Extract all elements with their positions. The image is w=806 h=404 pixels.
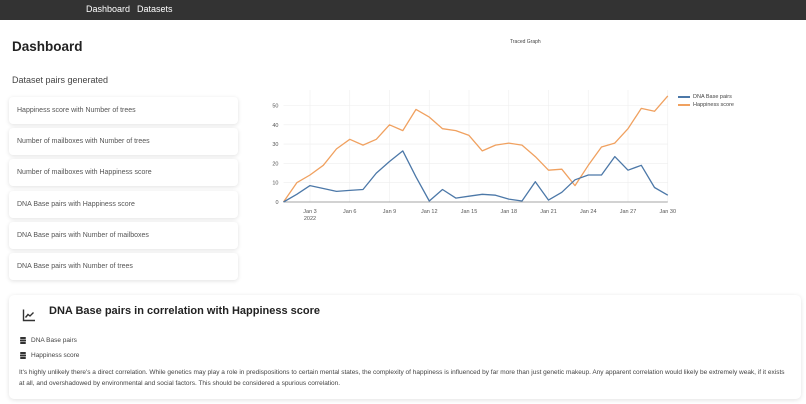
section-subtitle: Dataset pairs generated <box>12 75 109 85</box>
line-chart-icon <box>22 309 35 322</box>
svg-text:10: 10 <box>272 181 278 187</box>
correlation-detail-card: DNA Base pairs in correlation with Happi… <box>9 295 801 399</box>
svg-text:Jan 12: Jan 12 <box>421 209 438 215</box>
legend-label: DNA Base pairs <box>693 94 732 100</box>
detail-title: DNA Base pairs in correlation with Happi… <box>49 305 321 317</box>
svg-text:Jan 15: Jan 15 <box>461 209 478 215</box>
svg-text:Jan 27: Jan 27 <box>620 209 637 215</box>
top-navbar: Dashboard Datasets <box>0 0 806 20</box>
dataset-pair-list: Happiness score with Number of trees Num… <box>9 97 238 284</box>
legend-swatch-icon <box>678 96 690 98</box>
chart-title: Traced Graph <box>510 39 541 45</box>
svg-text:Jan 18: Jan 18 <box>500 209 517 215</box>
svg-text:Jan 21: Jan 21 <box>540 209 557 215</box>
svg-text:Jan 30: Jan 30 <box>659 209 676 215</box>
pair-card[interactable]: DNA Base pairs with Happiness score <box>9 190 238 218</box>
svg-text:20: 20 <box>272 161 278 167</box>
legend-item-dna[interactable]: DNA Base pairs <box>678 93 734 101</box>
pair-card[interactable]: Number of mailboxes with Happiness score <box>9 159 238 187</box>
dataset-row: DNA Base pairs <box>20 337 77 344</box>
dataset-row: Happiness score <box>20 352 79 359</box>
svg-text:Jan 24: Jan 24 <box>580 209 597 215</box>
svg-text:2022: 2022 <box>304 216 316 222</box>
pair-card[interactable]: DNA Base pairs with Number of mailboxes <box>9 221 238 249</box>
legend-item-happiness[interactable]: Happiness score <box>678 101 734 109</box>
svg-text:Jan 3: Jan 3 <box>303 209 316 215</box>
nav-datasets[interactable]: Datasets <box>137 4 173 14</box>
nav-dashboard[interactable]: Dashboard <box>86 4 131 14</box>
pair-card[interactable]: Happiness score with Number of trees <box>9 97 238 124</box>
svg-text:30: 30 <box>272 142 278 148</box>
detail-description: It's highly unlikely there's a direct co… <box>19 369 785 387</box>
svg-text:Jan 6: Jan 6 <box>343 209 356 215</box>
dataset-label: Happiness score <box>31 352 80 359</box>
svg-text:Jan 9: Jan 9 <box>383 209 396 215</box>
chart-legend[interactable]: DNA Base pairs Happiness score <box>678 93 734 109</box>
svg-text:0: 0 <box>275 200 278 206</box>
legend-label: Happiness score <box>693 102 734 108</box>
page-title: Dashboard <box>12 39 83 54</box>
pair-card[interactable]: DNA Base pairs with Number of trees <box>9 252 238 280</box>
database-icon <box>20 337 26 344</box>
dataset-label: DNA Base pairs <box>31 337 77 344</box>
svg-text:40: 40 <box>272 123 278 129</box>
pair-card[interactable]: Number of mailboxes with Number of trees <box>9 128 238 156</box>
line-chart[interactable]: Traced Graph 0 10 20 30 40 50 Jan 3 2022 Jan 6 Ja… <box>260 30 800 230</box>
legend-swatch-icon <box>678 104 690 106</box>
svg-text:50: 50 <box>272 104 278 110</box>
database-icon <box>20 352 26 359</box>
